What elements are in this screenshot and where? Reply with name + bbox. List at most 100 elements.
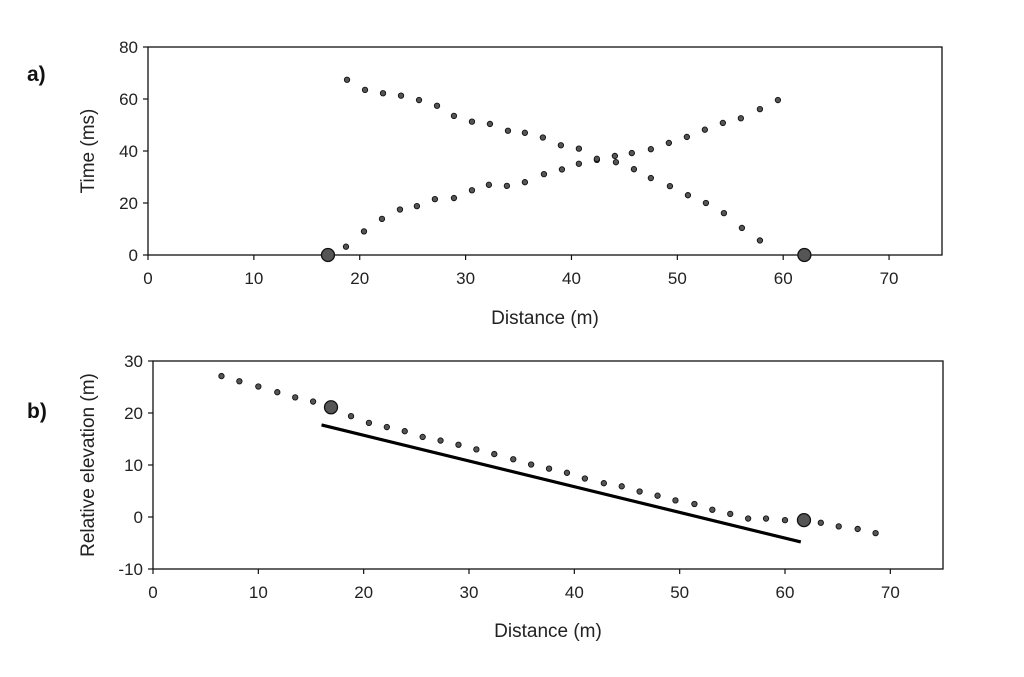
data-point [309, 398, 317, 405]
x-tick-label: 70 [880, 269, 899, 288]
data-point [738, 224, 746, 232]
data-point [468, 118, 476, 125]
data-point [545, 465, 553, 472]
x-tick-label: 50 [670, 583, 689, 602]
data-point [361, 86, 369, 94]
data-point [527, 461, 535, 468]
data-point [415, 96, 423, 104]
data-point [347, 412, 355, 420]
large-data-point [323, 400, 339, 415]
data-point [540, 170, 548, 178]
data-point [781, 516, 789, 524]
data-point [486, 120, 494, 128]
data-point [581, 475, 589, 482]
y-tick-label: 20 [124, 404, 143, 423]
data-point [756, 105, 764, 113]
x-tick-label: 10 [249, 583, 268, 602]
data-point [365, 419, 373, 427]
data-point [413, 202, 421, 210]
data-point [510, 456, 517, 463]
panel-a-marks [320, 76, 812, 263]
data-point [360, 228, 368, 235]
x-tick-label: 20 [354, 583, 373, 602]
data-point [485, 181, 493, 188]
y-tick-label: 0 [129, 246, 138, 265]
data-point [274, 389, 281, 396]
data-point [521, 129, 529, 136]
x-tick-label: 0 [143, 269, 152, 288]
panel-a-label: a) [27, 63, 46, 86]
data-point [255, 383, 262, 390]
panel-b-x-ticks: 0 10 20 30 40 50 60 70 [148, 569, 900, 602]
data-point [756, 237, 764, 244]
data-point [774, 96, 782, 104]
panel-b-y-ticks: -10 0 10 20 30 [118, 352, 153, 579]
data-point [709, 506, 716, 513]
data-point [647, 174, 655, 182]
x-tick-label: 20 [350, 269, 369, 288]
x-tick-label: 60 [776, 583, 795, 602]
data-point [744, 515, 752, 522]
data-point [557, 142, 565, 149]
data-point [455, 441, 462, 448]
data-point [236, 378, 243, 385]
data-point [654, 492, 661, 499]
y-tick-label: 10 [124, 456, 143, 475]
trend-line [321, 423, 802, 544]
data-point [666, 182, 674, 190]
data-point [665, 139, 673, 147]
panel-a-x-axis-title: Distance (m) [491, 308, 599, 329]
data-point [647, 146, 655, 153]
data-point [431, 195, 439, 203]
panel-a: a) 0 20 40 60 80 0 10 20 30 40 50 60 70 Distance (m… [27, 38, 943, 329]
data-point [872, 529, 879, 537]
x-tick-label: 30 [456, 269, 475, 288]
panel-b-label: b) [27, 400, 47, 423]
data-point [491, 450, 498, 458]
x-tick-label: 30 [460, 583, 479, 602]
data-point [437, 437, 444, 444]
data-point [419, 433, 426, 441]
large-data-point [320, 247, 336, 263]
panel-a-plot-area [147, 46, 943, 256]
x-tick-label: 50 [668, 269, 687, 288]
data-point [737, 115, 745, 122]
data-point [401, 428, 408, 435]
data-point [342, 243, 350, 250]
data-point [218, 372, 225, 380]
panel-b-marks [218, 372, 879, 544]
data-point [817, 519, 824, 526]
data-point [630, 166, 638, 173]
large-data-point [797, 247, 812, 263]
data-point [468, 187, 476, 194]
x-tick-label: 60 [774, 269, 793, 288]
data-point [683, 133, 691, 141]
data-point [593, 155, 601, 162]
data-point [558, 166, 566, 173]
data-point [379, 90, 387, 97]
data-point [684, 192, 692, 199]
data-point [611, 152, 619, 160]
large-data-point [796, 512, 812, 528]
panel-a-y-axis-title: Time (ms) [78, 109, 99, 194]
data-point [636, 488, 643, 495]
x-tick-label: 10 [244, 269, 263, 288]
x-tick-label: 0 [148, 583, 157, 602]
y-tick-label: 0 [134, 508, 143, 527]
data-point [473, 446, 480, 453]
data-point [691, 500, 698, 508]
data-point [575, 160, 583, 167]
y-tick-label: 30 [124, 352, 143, 371]
data-point [396, 206, 404, 213]
data-point [343, 76, 351, 83]
data-point [521, 179, 529, 186]
data-point [503, 182, 511, 189]
data-point [539, 134, 547, 141]
data-point [600, 480, 607, 487]
panel-b: b) -10 0 10 20 30 0 10 20 30 40 50 60 70 Distance (… [27, 352, 944, 642]
data-point [854, 525, 861, 533]
panel-a-y-ticks: 0 20 40 60 80 [119, 38, 148, 265]
panel-b-y-axis-title: Relative elevation (m) [78, 373, 99, 557]
data-point [701, 126, 709, 133]
